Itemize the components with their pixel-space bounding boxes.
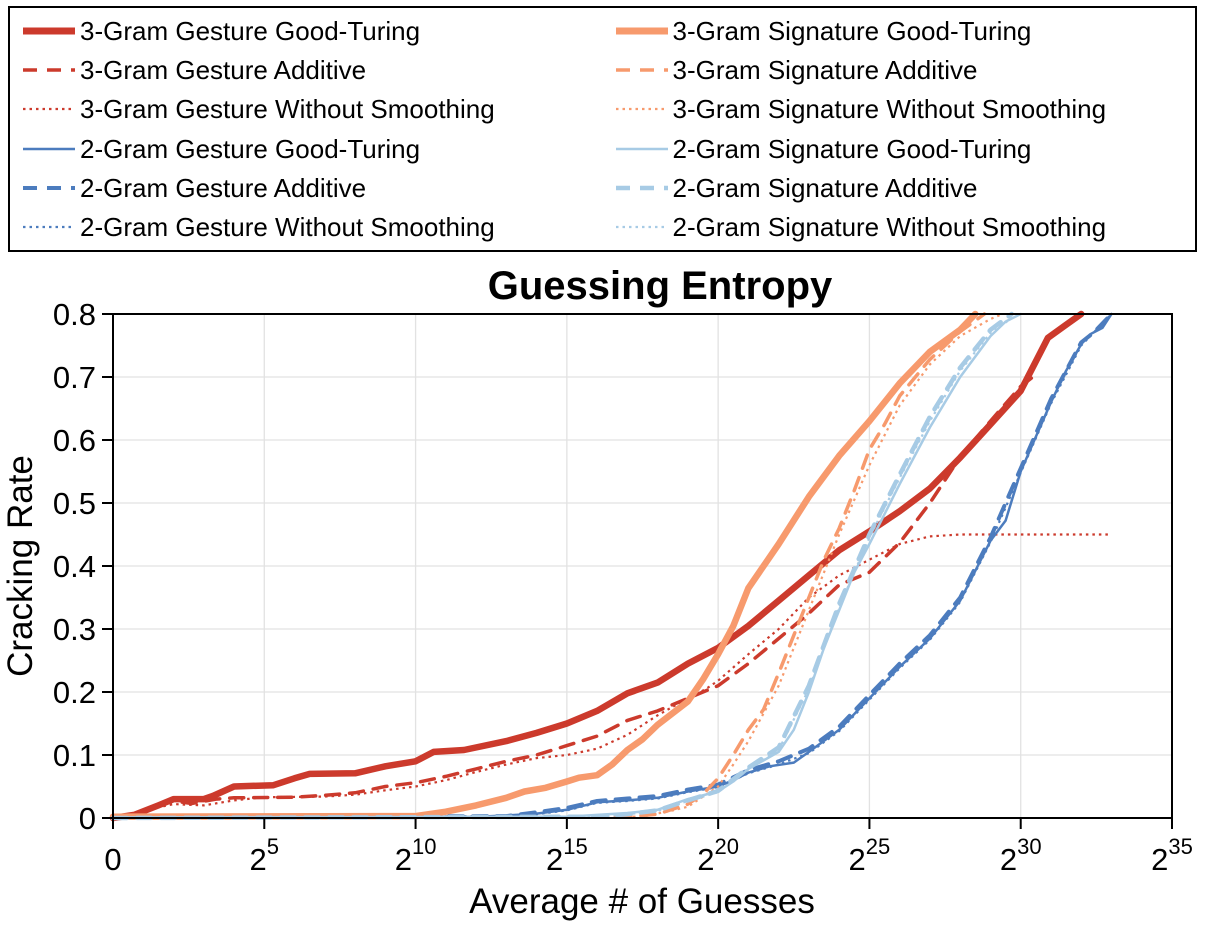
series-line-3-gram-signature-good-turing	[109, 310, 979, 820]
legend-label: 2-Gram Gesture Without Smoothing	[80, 212, 495, 243]
legend-item-3-gram-signature-additive: 3-Gram Signature Additive	[603, 53, 1196, 87]
legend-item-2-gram-gesture-without-smoothing: 2-Gram Gesture Without Smoothing	[10, 210, 603, 244]
legend-sample-line	[23, 27, 75, 35]
legend-label: 2-Gram Signature Without Smoothing	[672, 212, 1107, 243]
series-line-3-gram-gesture-additive	[111, 375, 1035, 820]
legend-sample-line	[23, 68, 75, 72]
legend-item-3-gram-signature-good-turing: 3-Gram Signature Good-Turing	[603, 14, 1196, 48]
legend-label: 3-Gram Gesture Without Smoothing	[80, 94, 495, 125]
legend-item-3-gram-gesture-without-smoothing: 3-Gram Gesture Without Smoothing	[10, 92, 603, 126]
x-tick-label: 210	[395, 834, 437, 877]
legend-label: 3-Gram Gesture Additive	[80, 54, 367, 85]
series-line-2-gram-signature-without-smoothing	[112, 313, 1019, 819]
y-tick-label: 0	[79, 801, 96, 836]
axis-tick-labels: 0 25 210 215 220 225 230 235 0 0.1 0.2 0.3 0.4 0.5 0.6…	[53, 297, 1193, 877]
y-tick-label: 0.6	[53, 423, 96, 458]
legend-label: 2-Gram Signature Good-Turing	[672, 133, 1032, 164]
y-tick-label: 0.2	[53, 675, 96, 710]
legend-item-2-gram-gesture-good-turing: 2-Gram Gesture Good-Turing	[10, 132, 603, 166]
x-tick-label: 25	[250, 834, 280, 877]
legend-label: 3-Gram Signature Good-Turing	[672, 15, 1032, 46]
x-tick-label: 215	[546, 834, 588, 877]
y-axis-label: Cracking Rate	[1, 455, 40, 677]
legend-sample-line	[615, 108, 668, 111]
series-line-2-gram-gesture-without-smoothing	[112, 313, 1113, 819]
x-axis-label: Average # of Guesses	[469, 882, 815, 921]
legend-sample-line	[615, 226, 668, 229]
legend-item-3-gram-gesture-good-turing: 3-Gram Gesture Good-Turing	[10, 14, 603, 48]
legend-label: 3-Gram Signature Without Smoothing	[672, 94, 1107, 125]
x-tick-label: 0	[104, 842, 121, 877]
legend-label: 2-Gram Gesture Additive	[80, 172, 367, 203]
y-tick-label: 0.5	[53, 486, 96, 521]
series-lines	[109, 310, 1114, 822]
legend-sample-line	[615, 185, 668, 191]
x-tick-label: 235	[1151, 834, 1193, 877]
series-line-3-gram-gesture-good-turing	[109, 310, 1085, 822]
legend-item-2-gram-signature-additive: 2-Gram Signature Additive	[603, 171, 1196, 205]
legend-sample-line	[615, 68, 668, 72]
series-line-3-gram-gesture-without-smoothing	[112, 533, 1112, 820]
legend-label: 2-Gram Gesture Good-Turing	[80, 133, 421, 164]
axis-ticks	[102, 313, 1173, 829]
legend-label: 3-Gram Gesture Good-Turing	[80, 15, 421, 46]
legend-sample-line	[23, 147, 75, 150]
x-tick-label: 225	[849, 834, 891, 877]
legend-item-3-gram-signature-without-smoothing: 3-Gram Signature Without Smoothing	[603, 92, 1196, 126]
series-line-2-gram-signature-additive	[110, 311, 1014, 821]
legend-label: 3-Gram Signature Additive	[672, 54, 978, 85]
chart-title: Guessing Entropy	[488, 264, 833, 308]
series-line-3-gram-signature-without-smoothing	[112, 312, 1004, 819]
y-tick-label: 0.7	[53, 360, 96, 395]
legend-label: 2-Gram Signature Additive	[672, 172, 978, 203]
y-tick-label: 0.1	[53, 738, 96, 773]
chart-plot-area: 0 25 210 215 220 225 230 235 0 0.1 0.2 0.3 0.4 0.5 0.6…	[1, 264, 1193, 921]
legend-sample-line	[23, 108, 75, 111]
y-tick-label: 0.4	[53, 549, 96, 584]
x-tick-label: 220	[697, 834, 739, 877]
legend-sample-line	[23, 226, 75, 229]
legend-item-3-gram-gesture-additive: 3-Gram Gesture Additive	[10, 53, 603, 87]
legend-item-2-gram-signature-good-turing: 2-Gram Signature Good-Turing	[603, 132, 1196, 166]
legend-sample-line	[615, 27, 668, 35]
gridlines	[113, 313, 1173, 818]
legend-item-2-gram-signature-without-smoothing: 2-Gram Signature Without Smoothing	[603, 210, 1196, 244]
legend-sample-line	[615, 147, 668, 150]
legend-item-2-gram-gesture-additive: 2-Gram Gesture Additive	[10, 171, 603, 205]
legend: 3-Gram Gesture Good-Turing 3-Gram Gesture…	[8, 6, 1197, 252]
legend-sample-line	[23, 185, 75, 190]
x-tick-label: 230	[1000, 834, 1042, 877]
y-tick-label: 0.8	[53, 297, 96, 332]
y-tick-label: 0.3	[53, 612, 96, 647]
series-line-2-gram-gesture-additive	[111, 312, 1114, 820]
